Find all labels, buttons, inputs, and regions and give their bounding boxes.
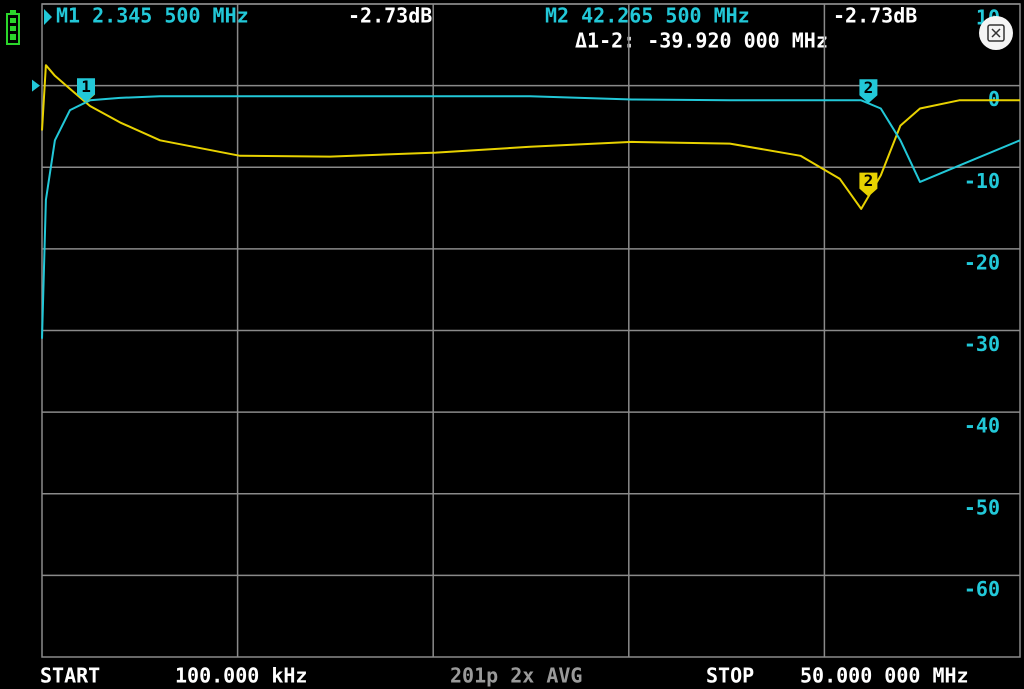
marker2-value: -2.73dB <box>833 4 917 28</box>
marker1-value: -2.73dB <box>348 4 432 28</box>
y-tick-label: -20 <box>964 250 1000 274</box>
start-label: START <box>40 664 100 688</box>
y-tick-label: -60 <box>964 577 1000 601</box>
trace <box>41 64 1020 210</box>
y-tick-label: -50 <box>964 495 1000 519</box>
y-tick-label: -40 <box>964 414 1000 438</box>
y-tick-label: 0 <box>988 87 1000 111</box>
reference-arrow <box>32 79 40 92</box>
marker2-frequency: M2 42.265 500 MHz <box>545 4 750 28</box>
sweep-info: 201p 2x AVG <box>450 664 582 688</box>
marker1-frequency: M1 2.345 500 MHz <box>56 4 249 28</box>
marker-flag <box>859 79 878 104</box>
marker-label: 1 <box>81 77 91 96</box>
marker-label: 2 <box>864 171 874 190</box>
marker: 1 <box>77 77 96 103</box>
marker: 2 <box>859 171 878 197</box>
marker-delta: Δ1-2: -39.920 000 MHz <box>575 29 828 53</box>
active-marker-arrow <box>44 9 52 25</box>
marker-flag <box>77 78 96 103</box>
trace <box>41 95 1021 339</box>
y-tick-label: -30 <box>964 332 1000 356</box>
stop-label: STOP <box>706 664 754 688</box>
y-tick-label: -10 <box>964 169 1000 193</box>
battery-icon <box>6 10 20 45</box>
marker-flag <box>859 172 878 197</box>
marker-label: 2 <box>864 78 874 97</box>
start-frequency: 100.000 kHz <box>175 664 307 688</box>
marker: 2 <box>859 78 878 104</box>
stop-frequency: 50.000 000 MHz <box>800 664 969 688</box>
close-button[interactable] <box>979 16 1013 50</box>
